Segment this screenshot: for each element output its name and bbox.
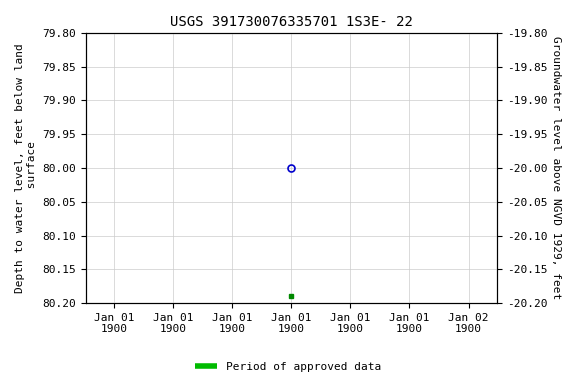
Y-axis label: Depth to water level, feet below land
 surface: Depth to water level, feet below land su… [15, 43, 37, 293]
Legend: Period of approved data: Period of approved data [191, 358, 385, 377]
Y-axis label: Groundwater level above NGVD 1929, feet: Groundwater level above NGVD 1929, feet [551, 36, 561, 300]
Title: USGS 391730076335701 1S3E- 22: USGS 391730076335701 1S3E- 22 [170, 15, 412, 29]
